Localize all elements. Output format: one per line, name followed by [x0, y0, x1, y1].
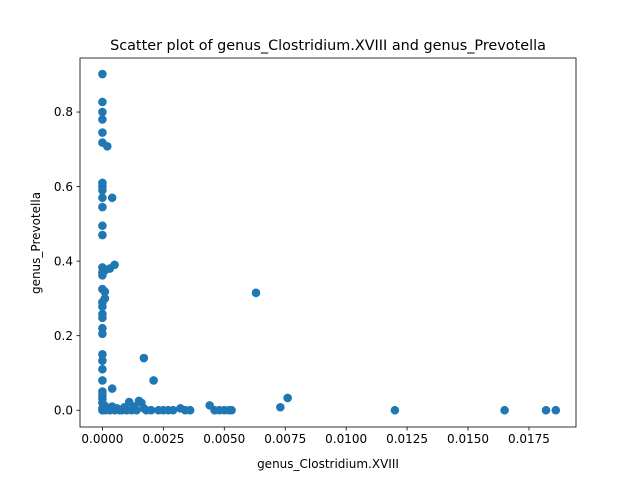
scatter-point: [251, 288, 261, 298]
x-axis-label: genus_Clostridium.XVIII: [257, 457, 399, 471]
scatter-point: [146, 405, 156, 415]
scatter-point: [541, 405, 551, 415]
scatter-point: [168, 405, 178, 415]
scatter-point: [103, 142, 112, 151]
chart-title: Scatter plot of genus_Clostridium.XVIII …: [110, 38, 546, 54]
scatter-point: [107, 193, 117, 203]
x-tick-label: 0.0075: [264, 432, 306, 446]
scatter-point: [98, 107, 107, 117]
scatter-point: [139, 353, 149, 363]
x-tick-label: 0.0000: [81, 432, 123, 446]
points-layer: [98, 69, 561, 415]
scatter-point: [149, 376, 158, 385]
x-tick-label: 0.0050: [203, 432, 245, 446]
scatter-point: [390, 405, 400, 415]
scatter-point: [98, 97, 107, 107]
x-tick-label: 0.0175: [508, 432, 550, 446]
scatter-point: [98, 193, 107, 203]
plot-frame: [79, 57, 577, 428]
x-tick-label: 0.0025: [142, 432, 184, 446]
y-tick-label: 0.6: [54, 180, 73, 194]
scatter-point: [98, 69, 107, 79]
scatter-point: [227, 405, 236, 415]
scatter-point: [132, 405, 141, 415]
scatter-point: [98, 186, 107, 195]
y-axis-ticks: 0.0 0.2 0.4 0.6 0.8: [54, 105, 80, 417]
scatter-point: [98, 313, 107, 323]
scatter-point: [100, 287, 110, 297]
y-axis-label: genus_Prevotella: [29, 192, 43, 294]
scatter-point: [283, 393, 292, 403]
scatter-point: [185, 405, 195, 415]
x-axis-ticks: 0.0000 0.0025 0.0050 0.0075 0.0100 0.0125 0.01…: [81, 427, 550, 446]
y-tick-label: 0.0: [54, 403, 73, 417]
scatter-point: [98, 364, 107, 374]
scatter-point: [98, 115, 107, 124]
y-tick-label: 0.4: [54, 254, 73, 268]
scatter-point: [98, 376, 107, 385]
scatter-point: [98, 329, 107, 339]
x-tick-label: 0.0100: [325, 432, 367, 446]
scatter-point: [98, 128, 107, 137]
scatter-point: [98, 350, 107, 359]
x-tick-label: 0.0150: [447, 432, 489, 446]
scatter-point: [500, 405, 509, 415]
scatter-point: [551, 405, 561, 415]
scatter-point: [98, 202, 107, 212]
y-tick-label: 0.8: [54, 105, 73, 119]
scatter-point: [98, 271, 107, 280]
scatter-point: [98, 356, 107, 365]
scatter-point: [98, 302, 107, 311]
scatter-point: [98, 221, 107, 231]
x-tick-label: 0.0125: [386, 432, 428, 446]
scatter-point: [276, 402, 285, 412]
scatter-point: [107, 384, 117, 393]
scatter-point: [98, 230, 107, 240]
y-tick-label: 0.2: [54, 329, 73, 343]
